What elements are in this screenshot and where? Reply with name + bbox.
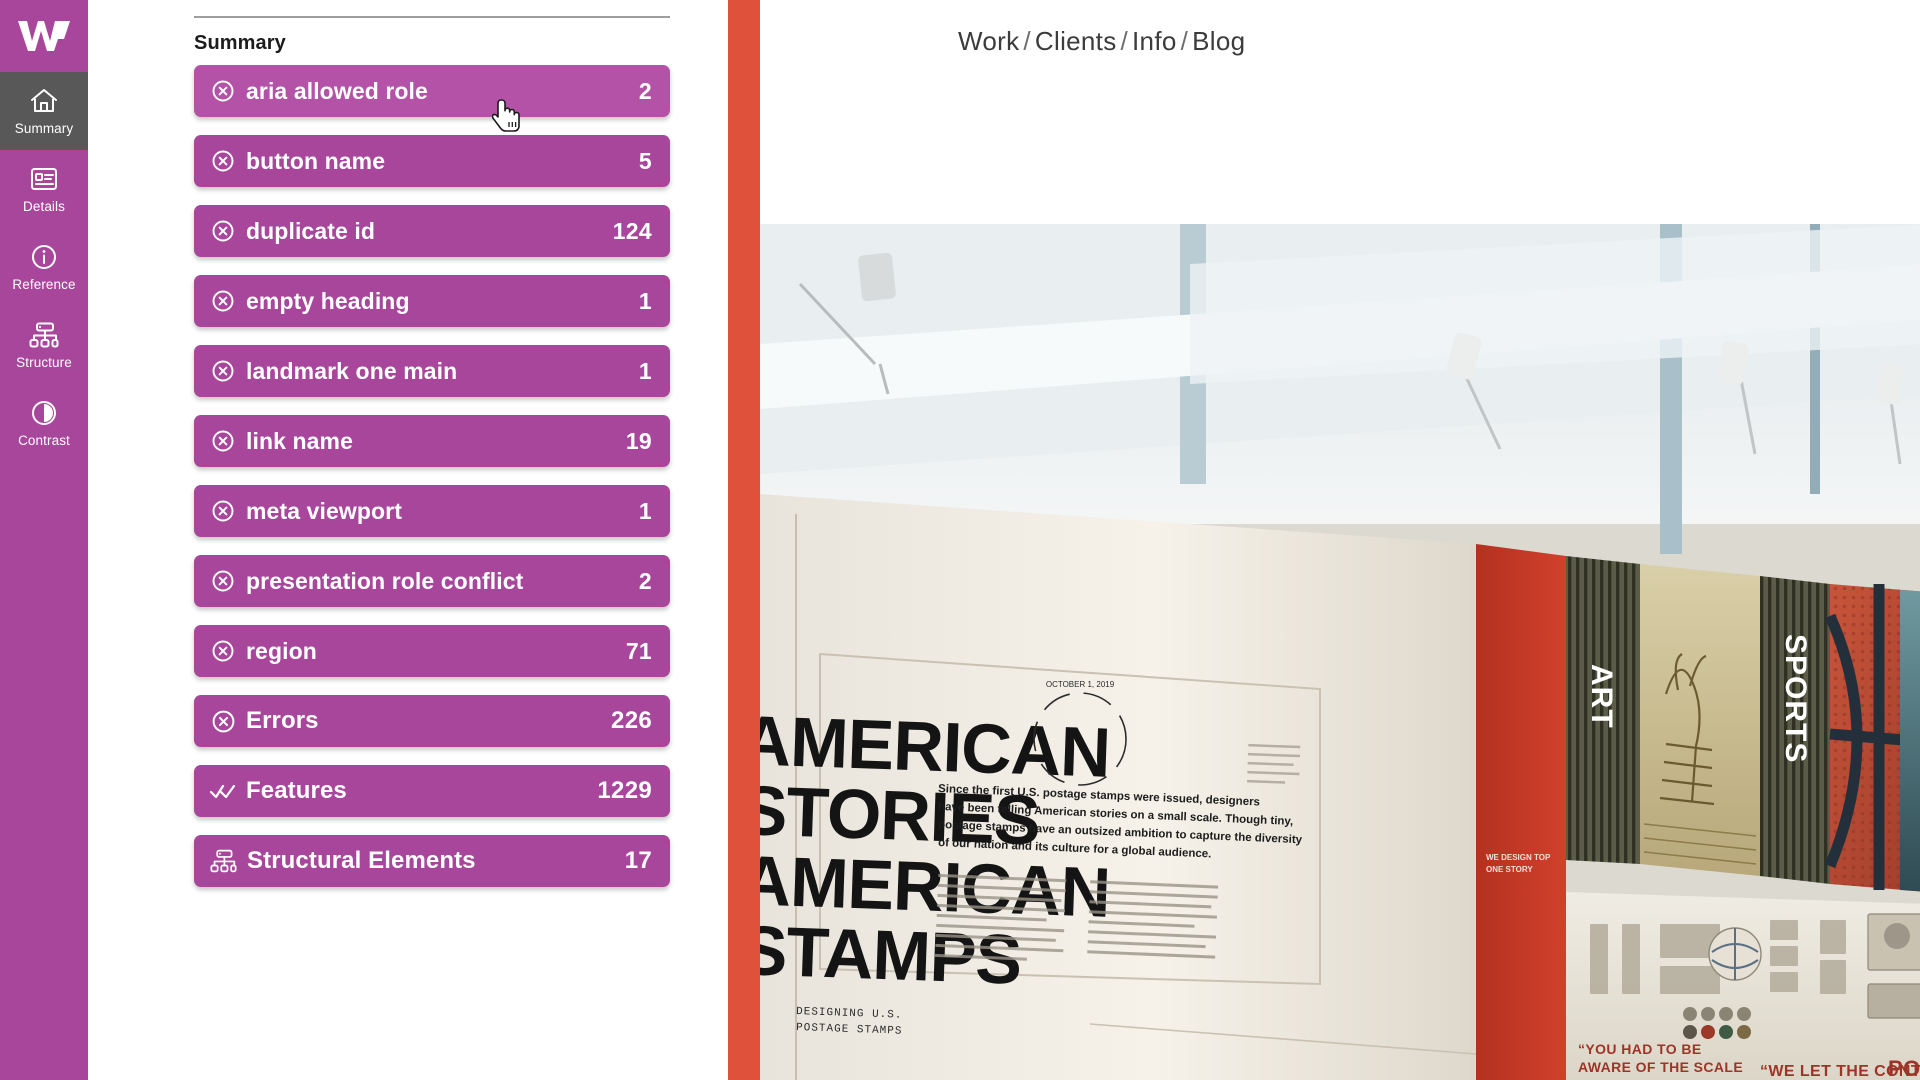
issue-label: empty heading: [246, 287, 410, 314]
svg-text:DESIGNING U.S.: DESIGNING U.S.: [796, 1006, 903, 1022]
issue-label: landmark one main: [246, 357, 458, 384]
issue-count: 71: [625, 637, 652, 664]
svg-text:ART: ART: [1585, 664, 1618, 729]
details-icon: [30, 164, 58, 194]
summary-row-errors[interactable]: Errors 226: [194, 695, 670, 747]
sidebar-item-details[interactable]: Details: [0, 150, 88, 228]
svg-text:“WE LET THE CONTENT: “WE LET THE CONTENT: [1760, 1063, 1920, 1080]
nav-link-work[interactable]: Work: [958, 26, 1020, 56]
svg-text:OCTOBER 1, 2019: OCTOBER 1, 2019: [1046, 680, 1115, 689]
sidebar-label: Summary: [14, 121, 74, 136]
issue-count: 1: [638, 497, 652, 524]
issue-label: link name: [246, 427, 353, 454]
issue-label: button name: [246, 147, 386, 174]
sidebar-item-reference[interactable]: Reference: [0, 228, 88, 306]
summary-label: Features: [246, 777, 347, 804]
sidebar-nav: Summary Details: [0, 72, 88, 462]
svg-text:STAMPS: STAMPS: [760, 911, 1023, 999]
issue-count: 2: [638, 77, 652, 104]
issue-label: region: [246, 637, 317, 664]
summary-label: Structural Elements: [247, 847, 476, 874]
home-icon: [30, 86, 58, 116]
structure-icon: [210, 848, 237, 874]
sidebar-item-contrast[interactable]: Contrast: [0, 384, 88, 462]
wave-logo[interactable]: [0, 0, 88, 72]
issue-row-presentation-role-conflict[interactable]: presentation role conflict 2: [194, 555, 670, 607]
issue-row-meta-viewport[interactable]: meta viewport 1: [194, 485, 670, 537]
sidebar-item-structure[interactable]: Structure: [0, 306, 88, 384]
structure-icon: [29, 320, 59, 350]
contrast-icon: [31, 398, 57, 428]
sidebar-label: Reference: [12, 277, 76, 292]
svg-text:ONE STORY: ONE STORY: [1486, 865, 1533, 874]
error-circle-icon: [210, 568, 236, 594]
error-circle-icon: [210, 148, 236, 174]
error-circle-icon: [210, 498, 236, 524]
nav-link-blog[interactable]: Blog: [1192, 26, 1246, 56]
double-check-icon: [210, 778, 236, 804]
issue-label: presentation role conflict: [246, 567, 524, 594]
issue-count: 1: [638, 357, 652, 384]
issue-row-aria-allowed-role[interactable]: aria allowed role 2: [194, 65, 670, 117]
issue-row-duplicate-id[interactable]: duplicate id 124: [194, 205, 670, 257]
summary-panel: Summary aria allowed role 2 button name …: [88, 0, 728, 1080]
nav-link-clients[interactable]: Clients: [1034, 26, 1117, 56]
error-circle-icon: [210, 78, 236, 104]
summary-count: 226: [611, 707, 652, 734]
info-icon: [31, 242, 57, 272]
issue-row-landmark-one-main[interactable]: landmark one main 1: [194, 345, 670, 397]
issue-row-button-name[interactable]: button name 5: [194, 135, 670, 187]
svg-text:WE DESIGN TOP: WE DESIGN TOP: [1486, 853, 1551, 862]
hero-exhibition-photo: AMERICAN STORIES AMERICAN STAMPS Since t…: [760, 224, 1920, 1080]
error-circle-icon: [210, 638, 236, 664]
summary-label: Errors: [246, 707, 319, 734]
issue-label: meta viewport: [246, 497, 402, 524]
issue-row-link-name[interactable]: link name 19: [194, 415, 670, 467]
panel-divider: [194, 16, 670, 18]
svg-text:PORTRAITS AND: PORTRAITS AND: [1888, 1056, 1920, 1080]
svg-text:AWARE OF THE SCALE: AWARE OF THE SCALE: [1578, 1059, 1743, 1075]
issue-label: aria allowed role: [246, 77, 428, 104]
tested-page-viewport: Work / Clients / Info / Blog: [728, 0, 1920, 1080]
issue-row-empty-heading[interactable]: empty heading 1: [194, 275, 670, 327]
svg-text:AMERICAN: AMERICAN: [760, 841, 1111, 932]
summary-row-features[interactable]: Features 1229: [194, 765, 670, 817]
svg-text:“YOU HAD TO BE: “YOU HAD TO BE: [1578, 1041, 1702, 1057]
issue-count: 1: [638, 287, 652, 314]
site-nav: Work / Clients / Info / Blog: [958, 26, 1245, 57]
issue-count: 5: [638, 147, 652, 174]
page-left-accent-bar: [728, 0, 760, 1080]
svg-text:POSTAGE STAMPS: POSTAGE STAMPS: [796, 1022, 903, 1038]
issue-label: duplicate id: [246, 217, 375, 244]
nav-link-info[interactable]: Info: [1132, 26, 1177, 56]
nav-separator: /: [1180, 26, 1189, 56]
summary-row-structural-elements[interactable]: Structural Elements 17: [194, 835, 670, 887]
nav-separator: /: [1023, 26, 1031, 56]
error-circle-icon: [210, 358, 236, 384]
error-circle-icon: [210, 218, 236, 244]
summary-count: 17: [624, 847, 652, 874]
error-circle-icon: [210, 428, 236, 454]
issue-count: 19: [625, 427, 652, 454]
issue-count: 2: [638, 567, 652, 594]
issue-count: 124: [612, 217, 652, 244]
sidebar-label: Structure: [16, 355, 72, 370]
issue-list: aria allowed role 2 button name 5 duplic…: [194, 65, 670, 887]
sidebar-label: Details: [23, 199, 65, 214]
sidebar-item-summary[interactable]: Summary: [0, 72, 88, 150]
sidebar-label: Contrast: [18, 433, 70, 448]
error-circle-icon: [210, 288, 236, 314]
summary-count: 1229: [597, 777, 652, 804]
sidebar-rail: Summary Details: [0, 0, 88, 1080]
issue-row-region[interactable]: region 71: [194, 625, 670, 677]
nav-separator: /: [1120, 26, 1129, 56]
error-circle-icon: [210, 708, 236, 734]
svg-text:SPORTS: SPORTS: [1779, 634, 1812, 763]
svg-text:OF EACH IMAGE: OF EACH IMAGE: [1578, 1077, 1696, 1080]
page-title: Summary: [194, 32, 286, 54]
svg-text:STORIES: STORIES: [760, 771, 1041, 859]
